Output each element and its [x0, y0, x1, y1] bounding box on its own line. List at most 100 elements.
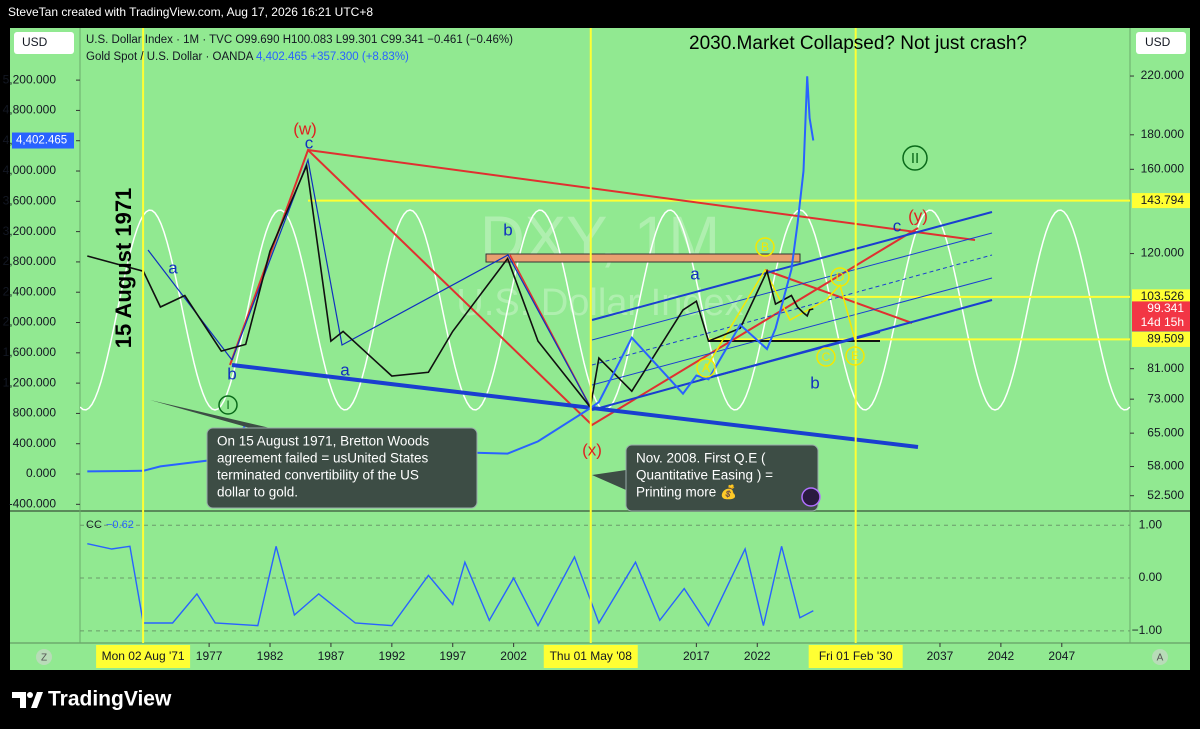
y-tick-label: 4,000.000 [3, 163, 57, 177]
countdown: 14d 15h [1141, 315, 1184, 329]
y-tick-label: -400.000 [9, 496, 57, 510]
callout-text: Nov. 2008. First Q.E ( [636, 451, 766, 466]
currency-button[interactable] [1136, 32, 1186, 54]
y-tick-label: 1,200.000 [3, 375, 57, 389]
wave-circle [816, 347, 836, 367]
series-name: Gold Spot / U.S. Dollar [86, 51, 202, 63]
trend-line [147, 249, 233, 361]
x-tick-label: 2017 [683, 649, 710, 663]
y-tick-label: 5,200.000 [3, 72, 57, 86]
y-tick-label: 2,400.000 [3, 284, 57, 298]
y-tick-label: 0.000 [26, 466, 56, 480]
y2-tick-label: 120.000 [1141, 246, 1185, 260]
callout-pointer [150, 400, 270, 428]
y-tick-label: −1.00 [1132, 623, 1163, 637]
wave-label: c [893, 216, 902, 235]
wave-label: b [227, 364, 236, 383]
trend-line [231, 157, 593, 411]
x-tick-label: 2022 [744, 649, 771, 663]
series-value: C99.341 [381, 34, 424, 46]
wave-label: b [503, 220, 512, 239]
time-marker-label: Mon 02 Aug '71 [102, 649, 185, 663]
resistance-zone [485, 253, 801, 263]
vertical-note: 15 August 1971 [111, 188, 136, 349]
x-tick-label: 1987 [318, 649, 345, 663]
series-name: U.S. Dollar Index [86, 34, 173, 46]
wave-label: b [810, 373, 819, 392]
currency-button[interactable] [14, 32, 74, 54]
wave-circle [830, 267, 850, 287]
brand-logo [12, 692, 43, 708]
series-value: H100.083 [283, 34, 333, 46]
y2-tick-label: 81.000 [1147, 361, 1184, 375]
callout-text: On 15 August 1971, Bretton Woods [217, 434, 429, 449]
x-tick-label: 2037 [927, 649, 954, 663]
time-marker-box [808, 645, 903, 668]
wave-circle [696, 358, 716, 378]
wave-label: D [836, 270, 845, 284]
y-tick-label: 800.000 [13, 406, 57, 420]
axis-button[interactable] [1152, 649, 1168, 665]
wave-circle [755, 237, 775, 257]
currency-label[interactable]: USD [1145, 35, 1171, 49]
oscillator-name: CC [86, 519, 102, 531]
oscillator-pane [80, 524, 1130, 632]
wave-label: II [911, 150, 919, 167]
wave-circle [902, 145, 928, 171]
y-tick-label: 3,200.000 [3, 224, 57, 238]
projection [705, 268, 856, 369]
x-tick-label: 1977 [196, 649, 223, 663]
price-label: 103.526 [1141, 289, 1185, 303]
trend-line [591, 232, 993, 341]
callout-text: Quantitative Easing ) = [636, 468, 773, 483]
y-tick-label: 1,600.000 [3, 345, 57, 359]
legend-entry: U.S. Dollar Index · 1M · TVC O99.690 H10… [86, 34, 513, 46]
x-tick-label: 2042 [988, 649, 1015, 663]
wave-label: (w) [293, 119, 317, 138]
callout-pointer [592, 470, 626, 490]
wave-label: E [851, 349, 859, 363]
callout-text: Printing more 💰 [636, 484, 737, 501]
currency-label[interactable]: USD [22, 35, 48, 49]
price-label: 4,402.465 [16, 135, 67, 147]
oscillator-line [87, 543, 814, 628]
price-label-box [1132, 301, 1190, 332]
trend-line [591, 254, 993, 366]
x-tick-label: 1992 [378, 649, 405, 663]
wave-label: a [340, 360, 350, 379]
y-tick-label: 400.000 [13, 436, 57, 450]
wave-label: C [822, 350, 831, 364]
price-label-box [1132, 289, 1190, 305]
callout-text: dollar to gold. [217, 485, 298, 500]
watermark: DXY, 1M [480, 204, 720, 273]
credit: SteveTan created with TradingView.com, A… [8, 5, 373, 19]
time-marker-label: Thu 01 May '08 [550, 649, 633, 663]
callout-box [625, 444, 819, 512]
wave-circle [218, 395, 238, 415]
price-label: 143.794 [1141, 193, 1185, 207]
axis-button-label[interactable]: Z [41, 653, 47, 664]
x-tick-label: 2047 [1048, 649, 1075, 663]
time-marker-label: Fri 01 Feb '30 [819, 649, 893, 663]
series-value: O99.690 [235, 34, 279, 46]
y-tick-label: 1.00 [1139, 517, 1163, 531]
wave-label: I [226, 398, 229, 412]
y2-tick-label: 73.000 [1147, 391, 1184, 405]
wave-label: (x) [582, 440, 602, 459]
trend-line [307, 149, 976, 241]
wave-label: A [702, 361, 710, 375]
legend-entry: Gold Spot / U.S. Dollar · OANDA 4,402.46… [86, 51, 409, 63]
series-value: +357.300 (+8.83%) [310, 51, 409, 63]
axis-button[interactable] [36, 649, 52, 665]
callout-text: agreement failed = usUnited States [217, 451, 429, 466]
brand: TradingView [48, 688, 172, 711]
axis-button-label[interactable]: A [1157, 653, 1164, 664]
trend-line [231, 363, 919, 449]
time-marker-box [543, 645, 638, 668]
y2-tick-label: 52.500 [1147, 488, 1184, 502]
y2-tick-label: 65.000 [1147, 425, 1184, 439]
oscillator-value: −0.62 [106, 519, 134, 531]
y-tick-label: 0.00 [1139, 570, 1163, 584]
price-label-box [12, 132, 74, 149]
